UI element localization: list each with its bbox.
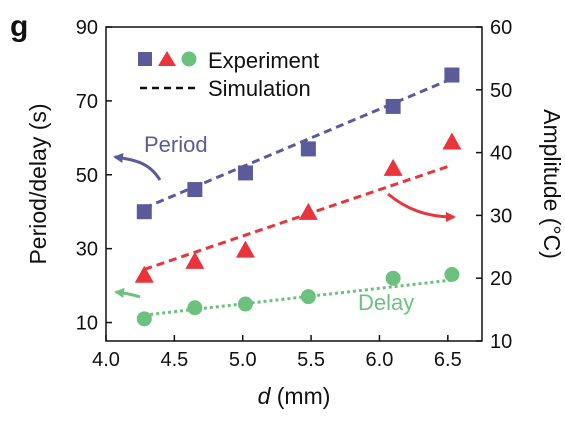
y-axis-right-label: Amplitude (°C): [539, 109, 565, 259]
amplitude-data-point: [134, 265, 154, 283]
y-right-tick-label: 40: [490, 143, 512, 165]
period-data-point: [300, 141, 316, 157]
legend-triangle-marker: [158, 51, 176, 66]
delay-data-point: [187, 300, 203, 316]
x-tick-label: 5.0: [229, 349, 257, 371]
legend: Experiment Simulation: [138, 48, 319, 101]
period-data-point: [237, 165, 253, 181]
amplitude-simulation-line: [143, 163, 453, 271]
x-axis-label-symbol: d: [258, 383, 272, 409]
legend-circle-marker: [181, 51, 197, 67]
period-data-point: [136, 204, 152, 220]
x-tick-label: 4.0: [92, 349, 120, 371]
x-tick-label: 6.5: [434, 349, 462, 371]
y-right-tick-label: 30: [490, 205, 512, 227]
y-left-tick-label: 70: [76, 91, 98, 113]
y-right-tick-label: 10: [490, 331, 512, 353]
period-data-point: [385, 98, 401, 114]
panel-label: g: [10, 10, 28, 43]
period-arrow: [113, 153, 162, 181]
period-annotation: Period: [144, 132, 208, 157]
y-right-tick-label: 50: [490, 80, 512, 102]
legend-experiment-label: Experiment: [208, 48, 319, 73]
y-axis-left-ticks: 10 30 50 70 90: [76, 17, 112, 335]
x-axis-label-unit: (mm): [270, 383, 330, 409]
x-tick-label: 5.5: [297, 349, 325, 371]
y-axis-right-ticks: 10 20 30 40 50 60: [476, 17, 512, 353]
x-axis-label: d (mm): [258, 383, 331, 409]
y-left-tick-label: 50: [76, 165, 98, 187]
period-data-point: [444, 67, 460, 83]
period-data-point: [187, 182, 203, 198]
x-tick-label: 4.5: [160, 349, 188, 371]
delay-data-point: [385, 270, 401, 286]
amplitude-arrow: [387, 192, 456, 222]
delay-simulation-line: [144, 278, 453, 317]
amplitude-data-point: [185, 251, 205, 269]
y-right-tick-label: 60: [490, 17, 512, 39]
delay-data-point: [444, 267, 460, 283]
x-tick-label: 6.0: [366, 349, 394, 371]
amplitude-data-point: [235, 240, 255, 258]
y-right-tick-label: 20: [490, 268, 512, 290]
delay-arrow: [114, 288, 141, 299]
experiment-markers: [134, 67, 462, 327]
legend-simulation-label: Simulation: [208, 76, 311, 101]
delay-data-point: [237, 296, 253, 312]
delay-data-point: [136, 311, 152, 327]
y-left-tick-label: 90: [76, 17, 98, 39]
legend-square-marker: [138, 52, 152, 66]
amplitude-data-point: [442, 132, 462, 150]
plot-frame: [105, 26, 483, 342]
x-axis-ticks: 4.0 4.5 5.0 5.5 6.0 6.5: [92, 335, 462, 371]
y-left-tick-label: 10: [76, 313, 98, 335]
y-left-tick-label: 30: [76, 239, 98, 261]
delay-annotation: Delay: [358, 290, 414, 315]
y-axis-left-label: Period/delay (s): [25, 103, 51, 264]
amplitude-data-point: [298, 202, 318, 220]
amplitude-data-point: [383, 158, 403, 176]
delay-data-point: [300, 289, 316, 305]
